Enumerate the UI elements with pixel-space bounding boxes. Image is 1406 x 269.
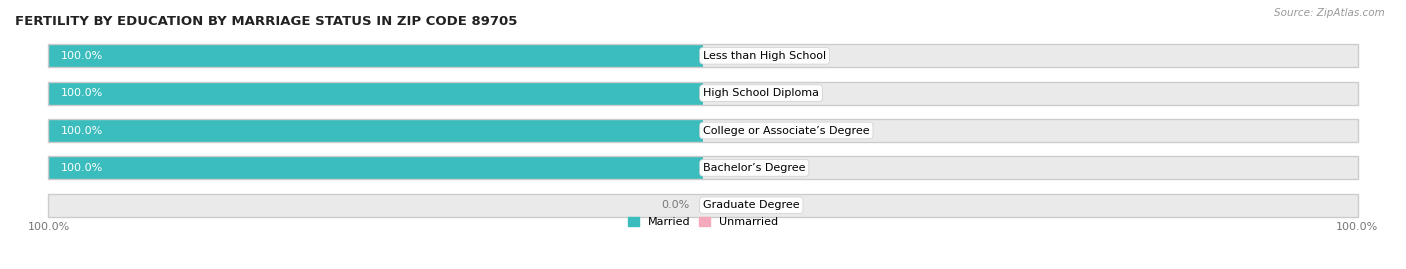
Text: College or Associate’s Degree: College or Associate’s Degree xyxy=(703,126,870,136)
Legend: Married, Unmarried: Married, Unmarried xyxy=(623,213,783,232)
Bar xyxy=(48,44,1358,67)
Bar xyxy=(48,82,1358,105)
Text: 100.0%: 100.0% xyxy=(60,51,103,61)
Bar xyxy=(48,194,1358,217)
Text: 100.0%: 100.0% xyxy=(60,126,103,136)
Text: 0.0%: 0.0% xyxy=(716,200,744,210)
Text: 0.0%: 0.0% xyxy=(716,51,744,61)
Bar xyxy=(48,82,703,105)
Text: Graduate Degree: Graduate Degree xyxy=(703,200,800,210)
Text: 100.0%: 100.0% xyxy=(28,222,70,232)
Bar xyxy=(48,119,703,142)
Text: Source: ZipAtlas.com: Source: ZipAtlas.com xyxy=(1274,8,1385,18)
Text: High School Diploma: High School Diploma xyxy=(703,88,820,98)
Text: 100.0%: 100.0% xyxy=(1336,222,1378,232)
Text: 0.0%: 0.0% xyxy=(716,163,744,173)
Text: Less than High School: Less than High School xyxy=(703,51,827,61)
Bar xyxy=(48,156,1358,179)
Text: 0.0%: 0.0% xyxy=(716,88,744,98)
Bar xyxy=(48,156,703,179)
Bar xyxy=(48,119,1358,142)
Text: FERTILITY BY EDUCATION BY MARRIAGE STATUS IN ZIP CODE 89705: FERTILITY BY EDUCATION BY MARRIAGE STATU… xyxy=(15,15,517,28)
Bar xyxy=(48,194,1358,217)
Text: Bachelor’s Degree: Bachelor’s Degree xyxy=(703,163,806,173)
Bar xyxy=(48,82,1358,105)
Text: 100.0%: 100.0% xyxy=(60,163,103,173)
Bar xyxy=(48,44,1358,67)
Text: 100.0%: 100.0% xyxy=(60,88,103,98)
Text: 0.0%: 0.0% xyxy=(662,200,690,210)
Bar xyxy=(48,119,1358,142)
Text: 0.0%: 0.0% xyxy=(716,126,744,136)
Bar xyxy=(48,156,1358,179)
Bar xyxy=(48,44,703,67)
